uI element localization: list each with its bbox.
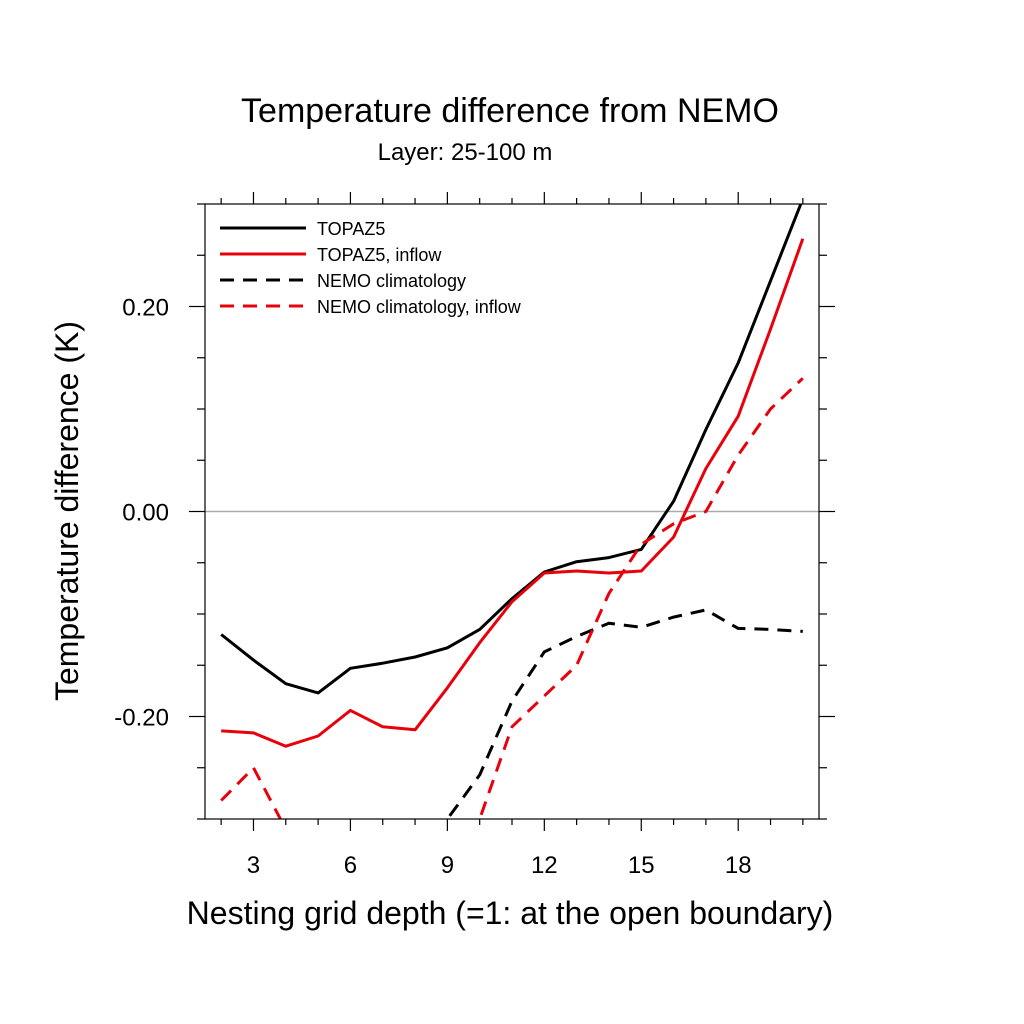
chart-title: Temperature difference from NEMO [241, 92, 779, 130]
x-axis-label: Nesting grid depth (=1: at the open boun… [187, 895, 834, 931]
series-line-2 [445, 608, 803, 819]
x-tick-label: 9 [441, 852, 454, 879]
x-tick-label: 15 [628, 852, 655, 879]
legend-label-0: TOPAZ5 [317, 219, 385, 239]
series-line-1 [221, 238, 805, 748]
x-tick-label: 18 [725, 852, 752, 879]
series-line-3 [220, 377, 804, 819]
legend-label-3: NEMO climatology, inflow [317, 297, 522, 317]
y-tick-label: 0.20 [122, 295, 169, 322]
y-tick-label: -0.20 [114, 705, 169, 732]
series-line-0 [220, 204, 803, 695]
y-axis-label: Temperature difference (K) [49, 321, 85, 701]
legend: TOPAZ5 TOPAZ5, inflow NEMO climatology NEMO… [220, 219, 522, 317]
tick-layer: 3 6 9 12 15 18 -0.20 0.00 0.20 [114, 192, 835, 879]
y-tick-label: 0.00 [122, 500, 169, 527]
legend-label-1: TOPAZ5, inflow [317, 245, 442, 265]
chart-subtitle: Layer: 25-100 m [378, 139, 553, 166]
x-tick-label: 3 [247, 852, 260, 879]
x-tick-label: 6 [344, 852, 357, 879]
x-tick-label: 12 [531, 852, 558, 879]
legend-label-2: NEMO climatology [317, 271, 466, 291]
series-layer [220, 204, 805, 819]
